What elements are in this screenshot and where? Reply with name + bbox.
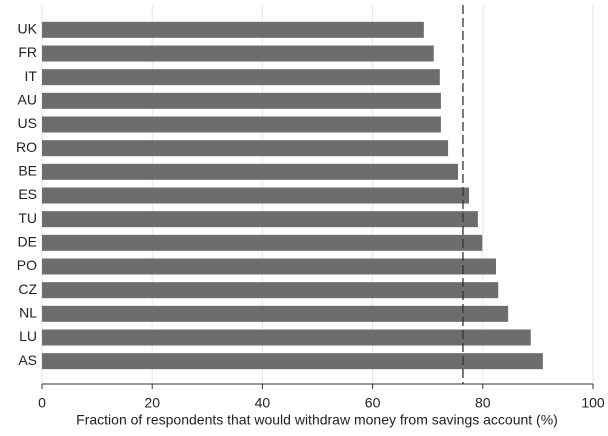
bar <box>42 140 449 157</box>
bar <box>42 211 478 228</box>
bar <box>42 353 543 370</box>
bar <box>42 234 483 251</box>
y-tick-label: CZ <box>18 281 37 297</box>
y-tick-label: FR <box>18 44 37 60</box>
x-tick-label: 80 <box>475 395 491 411</box>
bar <box>42 187 470 204</box>
bar <box>42 163 459 180</box>
y-tick-label: PO <box>17 257 37 273</box>
y-tick-label: DE <box>18 234 37 250</box>
y-tick-label: TU <box>18 210 37 226</box>
x-tick-label: 60 <box>365 395 381 411</box>
bar <box>42 116 441 133</box>
x-tick-label: 40 <box>255 395 271 411</box>
y-tick-label: LU <box>19 328 37 344</box>
x-tick-label: 100 <box>581 395 605 411</box>
y-tick-label: IT <box>25 68 38 84</box>
x-tick-label: 20 <box>144 395 160 411</box>
x-tick-label: 0 <box>38 395 46 411</box>
bar <box>42 45 434 62</box>
y-tick-label: AS <box>18 352 37 368</box>
y-tick-label: ES <box>18 186 37 202</box>
y-tick-label: BE <box>18 163 37 179</box>
y-tick-label: NL <box>19 305 37 321</box>
bar <box>42 21 424 38</box>
bar <box>42 92 441 109</box>
y-tick-label: US <box>18 115 37 131</box>
y-tick-label: AU <box>18 92 37 108</box>
bar <box>42 329 531 346</box>
bar <box>42 69 440 86</box>
y-tick-label: RO <box>16 139 37 155</box>
y-tick-label: UK <box>18 21 38 37</box>
bar <box>42 282 499 299</box>
x-axis-label: Fraction of respondents that would withd… <box>76 412 558 428</box>
bar <box>42 305 509 322</box>
bar <box>42 258 497 275</box>
